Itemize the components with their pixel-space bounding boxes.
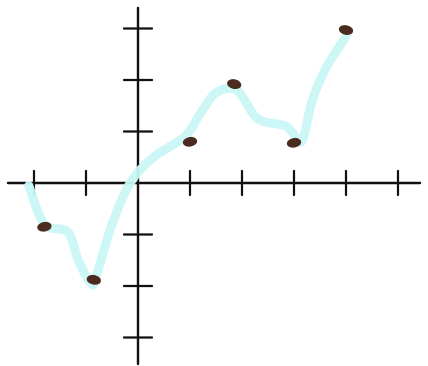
data-point-1: [37, 221, 52, 232]
axes: [6, 6, 422, 366]
data-point-6: [338, 25, 354, 35]
data-point-2: [86, 274, 101, 285]
data-point-4: [227, 79, 242, 90]
data-point-5: [286, 137, 302, 148]
series-layer: [24, 25, 354, 290]
data-point-3: [182, 136, 198, 147]
series-line-1: [24, 31, 351, 290]
